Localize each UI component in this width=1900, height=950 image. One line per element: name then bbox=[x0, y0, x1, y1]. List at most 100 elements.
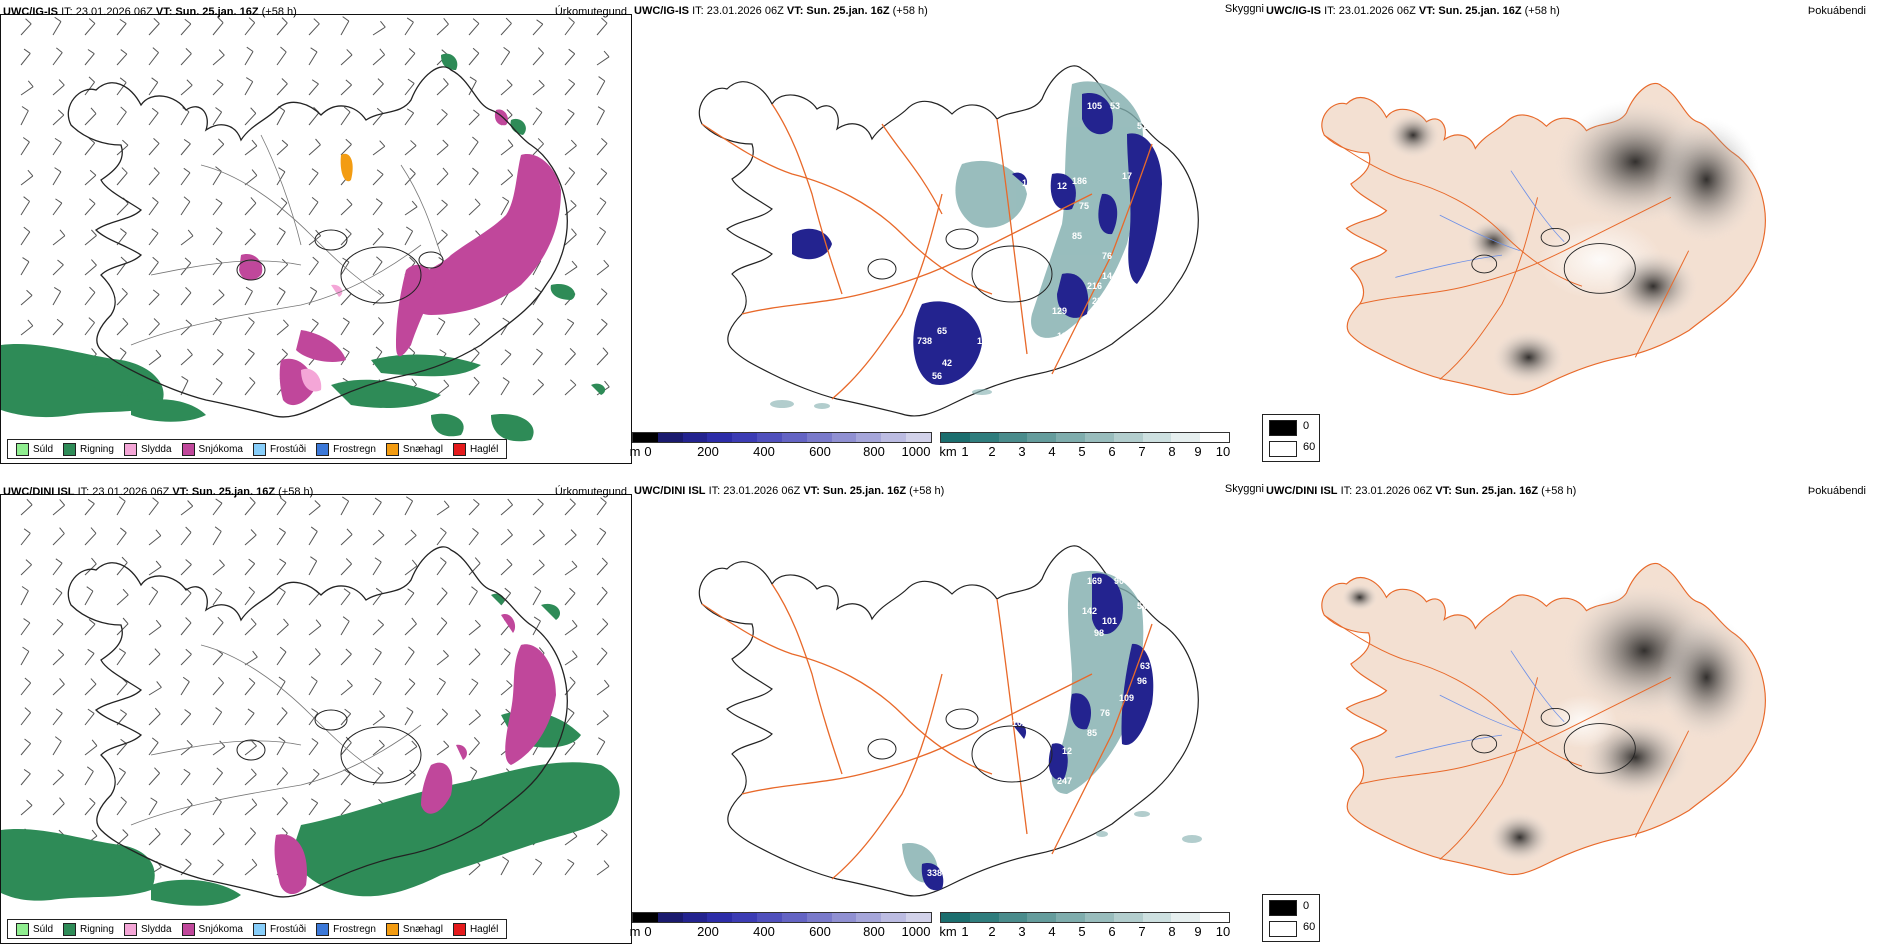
legend-swatch bbox=[1269, 900, 1297, 916]
legend-swatch bbox=[252, 922, 266, 936]
legend-item: Slydda bbox=[123, 442, 172, 456]
visibility-value-label: 105 bbox=[1087, 101, 1102, 111]
fog-map-bottom bbox=[1321, 562, 1766, 876]
visibility-value-label: 247 bbox=[1057, 776, 1072, 786]
visibility-value-label: 54 bbox=[1137, 601, 1147, 611]
visibility-value-label: 129 bbox=[1052, 306, 1067, 316]
visibility-value-label: 53 bbox=[1110, 101, 1120, 111]
precip-type-legend: Súld Rigning Slydda Snjókoma Frostúði Fr… bbox=[7, 919, 508, 939]
visibility-value-label: 85 bbox=[1072, 231, 1082, 241]
legend-item: Frostregn bbox=[316, 442, 376, 456]
panel-fog-top: UWC/IG-IS IT: 23.01.2026 06Z VT: Sun. 25… bbox=[1262, 5, 1870, 464]
init-time: IT: 23.01.2026 06Z bbox=[708, 485, 801, 497]
valid-time: VT: Sun. 25.jan. 16Z bbox=[803, 485, 907, 497]
param-title: Skyggni bbox=[1224, 3, 1264, 15]
visibility-value-label: 159 bbox=[1047, 161, 1062, 171]
colorbar-tick: 9 bbox=[1194, 444, 1202, 459]
legend-swatch bbox=[316, 922, 330, 936]
colorbar-tick: 0 bbox=[644, 924, 652, 939]
visibility-value-label: 39 bbox=[937, 898, 947, 908]
colorbar-unit: m bbox=[629, 444, 641, 459]
valid-time: VT: Sun. 25.jan. 16Z bbox=[1418, 5, 1522, 17]
model-label: UWC/DINI ISL bbox=[634, 485, 706, 497]
visibility-value-label: 169 bbox=[1087, 576, 1102, 586]
valid-time: VT: Sun. 25.jan. 16Z bbox=[155, 6, 259, 18]
visibility-value-label: 96 bbox=[1137, 676, 1147, 686]
valid-time: VT: Sun. 25.jan. 16Z bbox=[1435, 485, 1539, 497]
lead-time: (+58 h) bbox=[278, 486, 314, 498]
colorbar-tick: 400 bbox=[753, 924, 775, 939]
lead-time: (+58 h) bbox=[261, 6, 297, 18]
visibility-value-label: 96 bbox=[1117, 274, 1127, 284]
colorbar-elevation: m 0 200 400 600 800 1000 bbox=[630, 912, 932, 942]
init-time: IT: 23.01.2026 06Z bbox=[1324, 5, 1416, 17]
colorbar-tick: 3 bbox=[1018, 444, 1026, 459]
colorbar-tick: 600 bbox=[809, 924, 831, 939]
visibility-value-label: 63 bbox=[1140, 661, 1150, 671]
colorbar-visibility: km 1 2 3 4 5 6 7 8 9 10 bbox=[939, 432, 1231, 462]
panel-fog-bottom: UWC/DINI ISL IT: 23.01.2026 06Z VT: Sun.… bbox=[1262, 485, 1870, 944]
init-time: IT: 23.01.2026 06Z bbox=[77, 486, 170, 498]
model-label: UWC/IG-IS bbox=[634, 5, 689, 17]
fog-map-top bbox=[1321, 82, 1766, 396]
colorbar-tick: 200 bbox=[697, 444, 719, 459]
legend-swatch bbox=[452, 922, 466, 936]
legend-swatch bbox=[63, 442, 77, 456]
precip-map-top bbox=[1, 16, 610, 442]
legend-swatch bbox=[63, 922, 77, 936]
panel-visibility-top: UWC/IG-IS IT: 23.01.2026 06Z VT: Sun. 25… bbox=[629, 3, 1264, 464]
colorbar-tick: 2 bbox=[988, 924, 996, 939]
colorbar-tick: 0 bbox=[644, 444, 652, 459]
visibility-value-label: 98 bbox=[1094, 628, 1104, 638]
model-label: UWC/IG-IS bbox=[3, 6, 58, 18]
colorbar-tick: 10 bbox=[1215, 444, 1231, 459]
visibility-value-label: 42 bbox=[942, 358, 952, 368]
visibility-value-label: 142 bbox=[1082, 606, 1097, 616]
panel-visibility-bottom: UWC/DINI ISL IT: 23.01.2026 06Z VT: Sun.… bbox=[630, 483, 1264, 944]
colorbar-tick: 7 bbox=[1138, 924, 1146, 939]
legend-item: Snæhagl bbox=[385, 442, 443, 456]
visibility-value-label: 157 bbox=[977, 336, 992, 346]
legend-item: Slydda bbox=[123, 922, 172, 936]
colorbar-tick: 600 bbox=[809, 444, 831, 459]
visibility-value-label: 216 bbox=[1087, 281, 1102, 291]
legend-item: Haglél bbox=[452, 442, 498, 456]
lead-time: (+58 h) bbox=[909, 485, 945, 497]
legend-item: Súld bbox=[16, 922, 53, 936]
legend-swatch bbox=[316, 442, 330, 456]
visibility-value-label: 109 bbox=[1119, 693, 1134, 703]
colorbar-tick: 10 bbox=[1215, 924, 1231, 939]
init-time: IT: 23.01.2026 06Z bbox=[61, 6, 153, 18]
visibility-value-label: 15 bbox=[1022, 178, 1032, 188]
legend-swatch bbox=[123, 442, 137, 456]
colorbar-tick: 4 bbox=[1048, 444, 1056, 459]
colorbar-tick: 6 bbox=[1108, 924, 1116, 939]
legend-swatch bbox=[385, 442, 399, 456]
visibility-value-label: 12 bbox=[1057, 181, 1067, 191]
colorbar-tick: 8 bbox=[1168, 924, 1176, 939]
visibility-value-label: 76 bbox=[1102, 251, 1112, 261]
legend-label: 0 bbox=[1303, 900, 1310, 912]
colorbar-tick: 5 bbox=[1078, 444, 1086, 459]
param-title: Skyggni bbox=[1224, 483, 1264, 495]
visibility-value-label: 338 bbox=[927, 868, 942, 878]
lead-time: (+58 h) bbox=[892, 5, 928, 17]
visibility-value-label: 76 bbox=[1100, 708, 1110, 718]
colorbar-unit: km bbox=[939, 924, 957, 939]
legend-swatch bbox=[181, 922, 195, 936]
legend-swatch bbox=[16, 442, 29, 456]
legend-item: Snæhagl bbox=[385, 922, 443, 936]
colorbar-tick: 6 bbox=[1108, 444, 1116, 459]
legend-swatch bbox=[1269, 921, 1297, 937]
colorbar-elevation: m 0 200 400 600 800 1000 bbox=[629, 432, 932, 462]
colorbar-unit: km bbox=[939, 444, 957, 459]
visibility-value-label: 7 bbox=[1025, 216, 1030, 226]
visibility-value-label: 82 bbox=[917, 884, 927, 894]
precip-map-bottom bbox=[1, 496, 620, 906]
panel-precip-type-bottom: UWC/DINI ISL IT: 23.01.2026 06Z VT: Sun.… bbox=[0, 486, 632, 944]
legend-swatch bbox=[252, 442, 266, 456]
legend-swatch bbox=[452, 442, 466, 456]
colorbar-tick: 8 bbox=[1168, 444, 1176, 459]
